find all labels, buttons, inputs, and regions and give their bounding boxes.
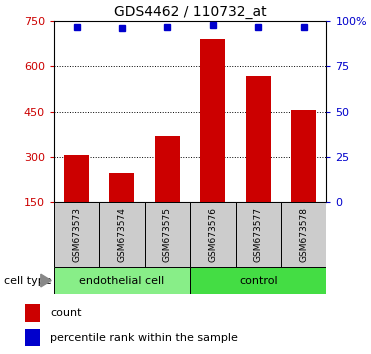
- Text: GSM673574: GSM673574: [118, 207, 127, 262]
- Text: cell type: cell type: [4, 275, 51, 286]
- Bar: [54, 202, 99, 267]
- Bar: [54, 267, 190, 294]
- Bar: [190, 202, 236, 267]
- Text: endothelial cell: endothelial cell: [79, 275, 165, 286]
- Bar: [25, 304, 40, 322]
- Bar: [190, 267, 326, 294]
- Text: GSM673576: GSM673576: [209, 207, 217, 262]
- Title: GDS4462 / 110732_at: GDS4462 / 110732_at: [114, 5, 266, 19]
- Bar: [200, 39, 225, 202]
- Bar: [291, 110, 316, 202]
- Text: GSM673577: GSM673577: [254, 207, 263, 262]
- Text: count: count: [50, 308, 82, 318]
- Bar: [25, 329, 40, 347]
- Bar: [145, 202, 190, 267]
- Text: GSM673578: GSM673578: [299, 207, 308, 262]
- Text: GSM673575: GSM673575: [163, 207, 172, 262]
- Text: control: control: [239, 275, 278, 286]
- Text: percentile rank within the sample: percentile rank within the sample: [50, 333, 238, 343]
- Polygon shape: [41, 274, 51, 287]
- Bar: [236, 202, 281, 267]
- Bar: [281, 202, 326, 267]
- Bar: [246, 76, 271, 202]
- Text: GSM673573: GSM673573: [72, 207, 81, 262]
- Bar: [64, 155, 89, 202]
- Bar: [155, 136, 180, 202]
- Bar: [109, 173, 134, 202]
- Bar: [99, 202, 145, 267]
